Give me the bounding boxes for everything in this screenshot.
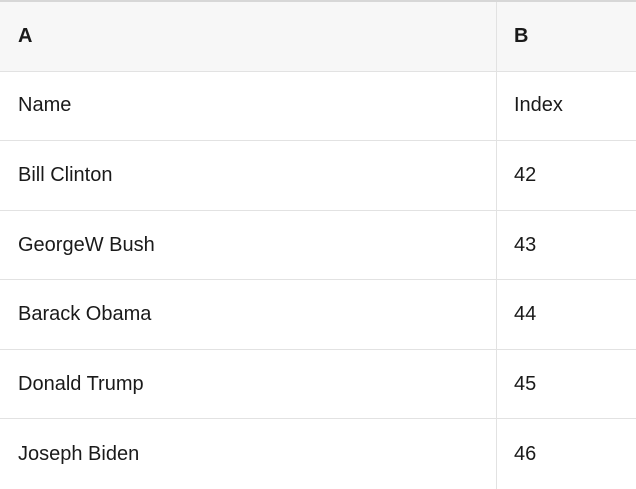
table-row: Donald Trump 45 (0, 349, 636, 420)
cell-a4[interactable]: Barack Obama (0, 280, 497, 350)
cell-b2[interactable]: 42 (497, 141, 636, 211)
cell-b3[interactable]: 43 (497, 211, 636, 281)
cell-b6-text: 46 (514, 442, 537, 465)
table-row: Joseph Biden 46 (0, 419, 636, 489)
cell-b5[interactable]: 45 (497, 350, 636, 420)
cell-b2-text: 42 (514, 163, 537, 186)
cell-b1[interactable]: Index (497, 72, 636, 142)
table-row: Name Index (0, 71, 636, 142)
cell-a2[interactable]: Bill Clinton (0, 141, 497, 211)
column-header-b-label: B (514, 24, 529, 47)
table-row: GeorgeW Bush 43 (0, 210, 636, 281)
cell-a5-text: Donald Trump (18, 372, 144, 395)
cell-a1[interactable]: Name (0, 71, 497, 142)
column-header-a-label: A (18, 24, 33, 47)
column-header-a[interactable]: A (0, 2, 497, 72)
table-row: Barack Obama 44 (0, 280, 636, 350)
column-header-row: A B (0, 2, 636, 72)
cell-a5[interactable]: Donald Trump (0, 349, 497, 420)
cell-b6[interactable]: 46 (497, 419, 636, 489)
column-header-b[interactable]: B (497, 2, 636, 72)
cell-a6-text: Joseph Biden (18, 442, 140, 465)
cell-b4-text: 44 (514, 303, 537, 326)
table-row: Bill Clinton 42 (0, 141, 636, 211)
cell-b4[interactable]: 44 (497, 280, 636, 350)
cell-b5-text: 45 (514, 372, 537, 395)
cell-b1-text: Index (514, 94, 563, 117)
cell-a4-text: Barack Obama (18, 303, 152, 326)
cell-a1-text: Name (18, 94, 72, 117)
cell-a3-text: GeorgeW Bush (18, 233, 155, 256)
cell-a6[interactable]: Joseph Biden (0, 419, 497, 489)
cell-a2-text: Bill Clinton (18, 163, 113, 186)
cell-a3[interactable]: GeorgeW Bush (0, 210, 497, 281)
cell-b3-text: 43 (514, 233, 537, 256)
